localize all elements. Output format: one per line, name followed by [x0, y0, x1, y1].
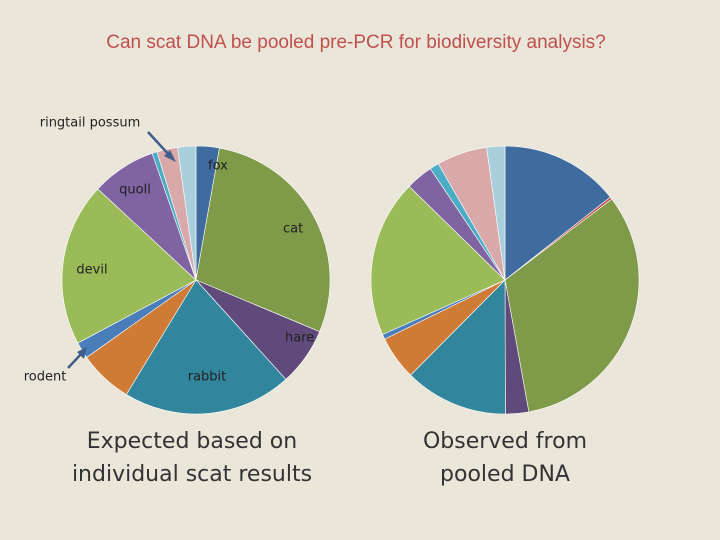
- slice-label: rodent: [24, 370, 67, 385]
- pie-slice: [61, 188, 197, 344]
- pie-slice: [177, 145, 197, 281]
- arrow-head: [77, 347, 87, 359]
- pie-slice: [486, 145, 506, 281]
- pie-slice: [504, 198, 640, 413]
- slide-title: Can scat DNA be pooled pre-PCR for biodi…: [106, 32, 606, 53]
- slice-label: rabbit: [188, 370, 227, 385]
- pie-slice: [504, 145, 611, 281]
- pie-slice: [195, 147, 331, 333]
- slice-label: ringtail possum: [40, 116, 141, 131]
- chart-caption: Observed from pooled DNA: [422, 429, 588, 487]
- slice-label: hare: [285, 331, 314, 346]
- chart-caption: Expected based on individual scat result…: [71, 429, 313, 487]
- arrow-head: [164, 150, 176, 162]
- slice-label: quoll: [119, 183, 151, 198]
- pie-slice: [370, 185, 506, 335]
- slice-label: devil: [76, 263, 107, 278]
- slice-label: fox: [208, 159, 228, 174]
- arrows: [67, 131, 176, 369]
- slice-label: cat: [283, 222, 303, 237]
- arrow: [67, 352, 83, 369]
- pie-slice: [125, 279, 287, 415]
- pie-slice: [410, 279, 506, 415]
